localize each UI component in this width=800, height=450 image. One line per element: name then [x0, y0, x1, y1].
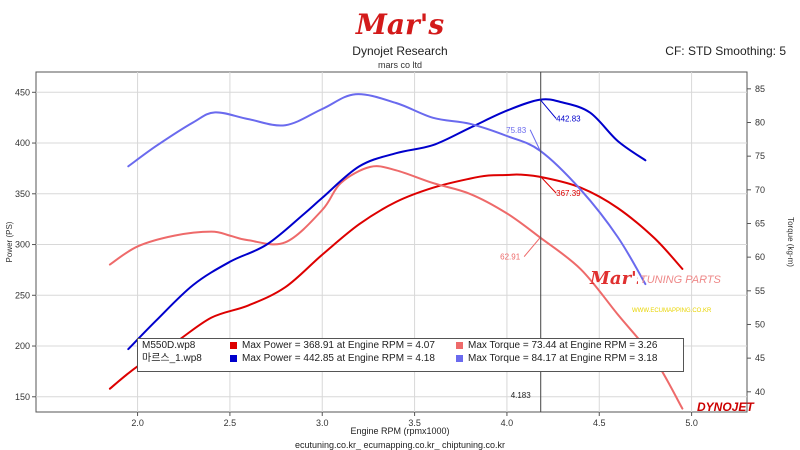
x-tick-label: 4.5	[593, 418, 606, 428]
annotations: 442.83 367.39 75.83 62.91	[500, 99, 581, 262]
y-axis-label: Power (PS)	[5, 221, 14, 262]
y2-tick-label: 75	[755, 151, 765, 161]
legend-file: M550D.wp8	[142, 340, 196, 351]
y2-tick-label: 40	[755, 387, 765, 397]
series-line	[108, 173, 684, 390]
y-axis-ticks: 150 200 250 300 350 400 450	[15, 87, 36, 402]
legend-swatch	[230, 342, 237, 349]
chart-subtitle: mars co ltd	[377, 60, 422, 70]
y2-tick-label: 65	[755, 218, 765, 228]
x-tick-label: 3.5	[408, 418, 421, 428]
legend-torque-text: Max Torque = 84.17 at Engine RPM = 3.18	[468, 353, 658, 364]
legend-swatch	[456, 355, 463, 362]
y2-tick-label: 50	[755, 319, 765, 329]
legend-swatch	[230, 355, 237, 362]
svg-text:Mar's: Mar's	[355, 8, 444, 41]
legend: M550D.wp8 Max Power = 368.91 at Engine R…	[137, 338, 684, 372]
y2-axis-ticks: 40 45 50 55 60 65 70 75 80 85	[747, 84, 765, 397]
annotation-arrow	[529, 129, 541, 151]
annotation-label: 75.83	[506, 126, 527, 135]
x-tick-label: 2.0	[131, 418, 144, 428]
annotation-label: 442.83	[556, 115, 581, 124]
dynojet-text: DYNOJET	[697, 400, 754, 414]
annotation-arrow	[539, 175, 557, 194]
y2-tick-label: 80	[755, 117, 765, 127]
y2-tick-label: 85	[755, 84, 765, 94]
x-tick-label: 3.0	[316, 418, 329, 428]
annotation-label: 62.91	[500, 253, 521, 262]
series-lines	[108, 93, 684, 410]
legend-row: M550D.wp8 Max Power = 368.91 at Engine R…	[138, 339, 683, 352]
watermark-text: TUNING PARTS	[640, 274, 721, 286]
y2-tick-label: 55	[755, 286, 765, 296]
y-tick-label: 400	[15, 138, 30, 148]
x-tick-label: 5.0	[685, 418, 698, 428]
y-tick-label: 250	[15, 290, 30, 300]
legend-swatch	[456, 342, 463, 349]
dynojet-badge: DYNOJET	[697, 400, 754, 414]
x-tick-label: 4.0	[501, 418, 514, 428]
series-line	[127, 93, 647, 286]
x-axis-label: Engine RPM (rpmx1000)	[350, 426, 450, 436]
legend-file: 마르스_1.wp8	[142, 353, 202, 364]
y2-tick-label: 70	[755, 185, 765, 195]
rpm-cursor-label: 4.183	[511, 391, 532, 400]
annotation-arrow	[539, 99, 557, 119]
footer-websites: ecutuning.co.kr_ ecumapping.co.kr_ chipt…	[294, 440, 506, 450]
y-tick-label: 450	[15, 87, 30, 97]
legend-power-text: Max Power = 368.91 at Engine RPM = 4.07	[242, 340, 435, 351]
watermark-subtext: WWW.ECUMAPPING.CO.KR	[632, 308, 712, 314]
x-axis-ticks: 2.0 2.5 3.0 3.5 4.0 4.5 5.0	[131, 412, 698, 428]
annotation-label: 367.39	[556, 189, 581, 198]
series-line	[108, 165, 684, 410]
y2-tick-label: 60	[755, 252, 765, 262]
x-tick-label: 2.5	[224, 418, 237, 428]
y2-tick-label: 45	[755, 353, 765, 363]
y-tick-label: 150	[15, 392, 30, 402]
legend-torque-text: Max Torque = 73.44 at Engine RPM = 3.26	[468, 340, 658, 351]
y-tick-label: 200	[15, 341, 30, 351]
legend-power-text: Max Power = 442.85 at Engine RPM = 4.18	[242, 353, 435, 364]
chart-title: Dynojet Research	[352, 44, 448, 58]
correction-factor-label: CF: STD Smoothing: 5	[665, 44, 786, 58]
series-line	[127, 98, 647, 351]
y2-axis-label: Torque (kg-m)	[786, 217, 795, 267]
legend-row: 마르스_1.wp8 Max Power = 442.85 at Engine R…	[138, 352, 683, 365]
annotation-arrow	[523, 237, 541, 257]
watermark-logo: Mar's	[589, 268, 638, 288]
mars-logo: Mar's	[355, 8, 444, 41]
y-tick-label: 350	[15, 189, 30, 199]
svg-text:Mar's: Mar's	[589, 268, 638, 288]
y-tick-label: 300	[15, 240, 30, 250]
